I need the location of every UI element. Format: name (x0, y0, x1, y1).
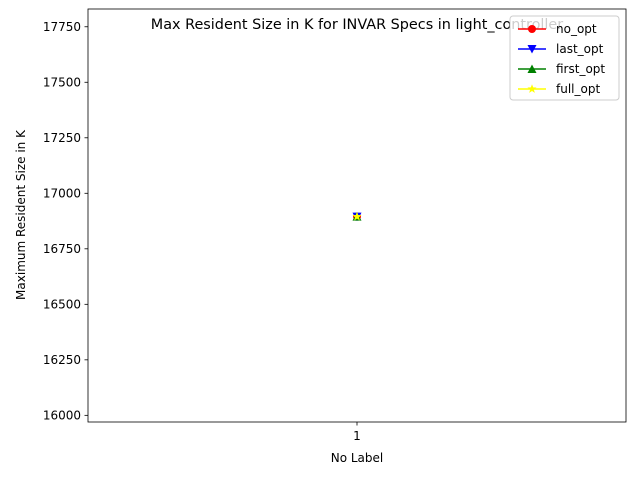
legend-label-no_opt: no_opt (556, 22, 597, 36)
data-point-full_opt (352, 211, 362, 221)
legend-box (509, 15, 620, 101)
x-axis-ticks: 1 (353, 422, 361, 443)
y-tick-label: 16250 (43, 353, 81, 367)
y-tick-label: 16000 (43, 408, 81, 422)
y-axis-label: Maximum Resident Size in K (14, 129, 28, 300)
x-tick-label: 1 (353, 429, 361, 443)
legend-marker-no_opt (528, 25, 536, 33)
legend-marker-full_opt (527, 84, 537, 93)
y-tick-label: 17250 (43, 131, 81, 145)
chart-title: Max Resident Size in K for INVAR Specs i… (151, 17, 564, 33)
legend-marker-last_opt (527, 45, 537, 54)
y-tick-label: 16500 (43, 297, 81, 311)
legend: no_opt last_opt first_opt full_opt (509, 15, 620, 101)
y-tick-label: 17750 (43, 20, 81, 34)
legend-label-first_opt: first_opt (556, 62, 605, 76)
y-tick-label: 17000 (43, 186, 81, 200)
y-axis-ticks: 16000 16250 16500 16750 17000 17250 17500 17750 (43, 20, 88, 422)
series-group (352, 211, 362, 222)
legend-entries: no_opt last_opt first_opt full_opt (518, 22, 605, 96)
x-axis-label: No Label (331, 451, 384, 465)
legend-label-full_opt: full_opt (556, 82, 600, 96)
plot-frame (87, 8, 627, 423)
y-tick-label: 16750 (43, 242, 81, 256)
y-tick-label: 17500 (43, 75, 81, 89)
legend-marker-first_opt (527, 64, 537, 73)
legend-label-last_opt: last_opt (556, 42, 604, 56)
